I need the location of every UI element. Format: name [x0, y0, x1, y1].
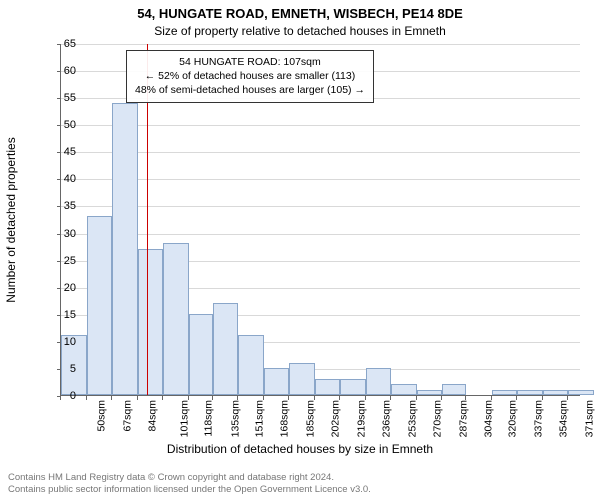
x-tick-label: 67sqm — [121, 400, 133, 432]
histogram-bar — [213, 303, 239, 395]
annotation-box: 54 HUNGATE ROAD: 107sqm ← 52% of detache… — [126, 50, 374, 103]
x-tick-label: 135sqm — [229, 400, 241, 437]
y-tick-label: 35 — [42, 200, 76, 212]
y-tick-label: 45 — [42, 146, 76, 158]
gridline — [61, 206, 580, 207]
x-tick-label: 236sqm — [380, 400, 392, 437]
x-tick-label: 185sqm — [304, 400, 316, 437]
gridline — [61, 125, 580, 126]
y-tick-label: 25 — [42, 255, 76, 267]
histogram-bar — [517, 390, 543, 395]
x-tick-label: 50sqm — [96, 400, 108, 432]
histogram-bar — [492, 390, 518, 395]
chart-title: 54, HUNGATE ROAD, EMNETH, WISBECH, PE14 … — [0, 6, 600, 21]
x-tick-label: 101sqm — [178, 400, 190, 437]
x-tick-mark — [86, 396, 87, 400]
x-tick-label: 219sqm — [355, 400, 367, 437]
histogram-bar — [138, 249, 164, 395]
x-tick-label: 151sqm — [253, 400, 265, 437]
x-axis-label: Distribution of detached houses by size … — [0, 442, 600, 456]
x-tick-label: 253sqm — [406, 400, 418, 437]
annotation-line: 48% of semi-detached houses are larger (… — [135, 83, 365, 97]
histogram-bar — [568, 390, 594, 395]
gridline — [61, 152, 580, 153]
gridline — [61, 234, 580, 235]
histogram-bar — [238, 335, 264, 395]
histogram-bar — [366, 368, 392, 395]
y-tick-label: 40 — [42, 173, 76, 185]
y-tick-label: 65 — [42, 38, 76, 50]
x-tick-label: 371sqm — [583, 400, 595, 437]
y-tick-label: 60 — [42, 65, 76, 77]
x-tick-mark — [60, 396, 61, 400]
chart-subtitle: Size of property relative to detached ho… — [0, 24, 600, 38]
x-tick-label: 270sqm — [432, 400, 444, 437]
histogram-bar — [112, 103, 138, 395]
x-tick-label: 287sqm — [457, 400, 469, 437]
histogram-bar — [340, 379, 366, 395]
histogram-bar — [87, 216, 113, 395]
histogram-bar — [391, 384, 417, 395]
histogram-bar — [543, 390, 569, 395]
histogram-bar — [163, 243, 189, 395]
y-axis-label: Number of detached properties — [4, 137, 18, 302]
x-tick-label: 320sqm — [507, 400, 519, 437]
x-tick-mark — [137, 396, 138, 400]
x-tick-mark — [111, 396, 112, 400]
attribution-line: Contains public sector information licen… — [8, 484, 371, 496]
y-tick-label: 20 — [42, 282, 76, 294]
x-tick-label: 337sqm — [532, 400, 544, 437]
histogram-bar — [264, 368, 290, 395]
histogram-bar — [417, 390, 443, 395]
attribution-text: Contains HM Land Registry data © Crown c… — [8, 472, 371, 496]
x-tick-label: 304sqm — [483, 400, 495, 437]
gridline — [61, 179, 580, 180]
y-tick-label: 15 — [42, 309, 76, 321]
x-tick-label: 202sqm — [329, 400, 341, 437]
x-tick-label: 168sqm — [278, 400, 290, 437]
histogram-bar — [189, 314, 213, 395]
x-tick-label: 354sqm — [558, 400, 570, 437]
y-tick-label: 50 — [42, 119, 76, 131]
histogram-bar — [315, 379, 341, 395]
attribution-line: Contains HM Land Registry data © Crown c… — [8, 472, 371, 484]
annotation-line: 54 HUNGATE ROAD: 107sqm — [135, 55, 365, 69]
y-tick-label: 30 — [42, 228, 76, 240]
y-tick-label: 5 — [42, 363, 76, 375]
annotation-line: ← 52% of detached houses are smaller (11… — [135, 69, 365, 83]
x-tick-label: 118sqm — [203, 400, 215, 437]
histogram-bar — [289, 363, 315, 395]
gridline — [61, 44, 580, 45]
x-tick-mark — [162, 396, 163, 400]
y-tick-label: 55 — [42, 92, 76, 104]
y-tick-label: 10 — [42, 336, 76, 348]
x-tick-label: 84sqm — [147, 400, 159, 432]
histogram-bar — [442, 384, 466, 395]
